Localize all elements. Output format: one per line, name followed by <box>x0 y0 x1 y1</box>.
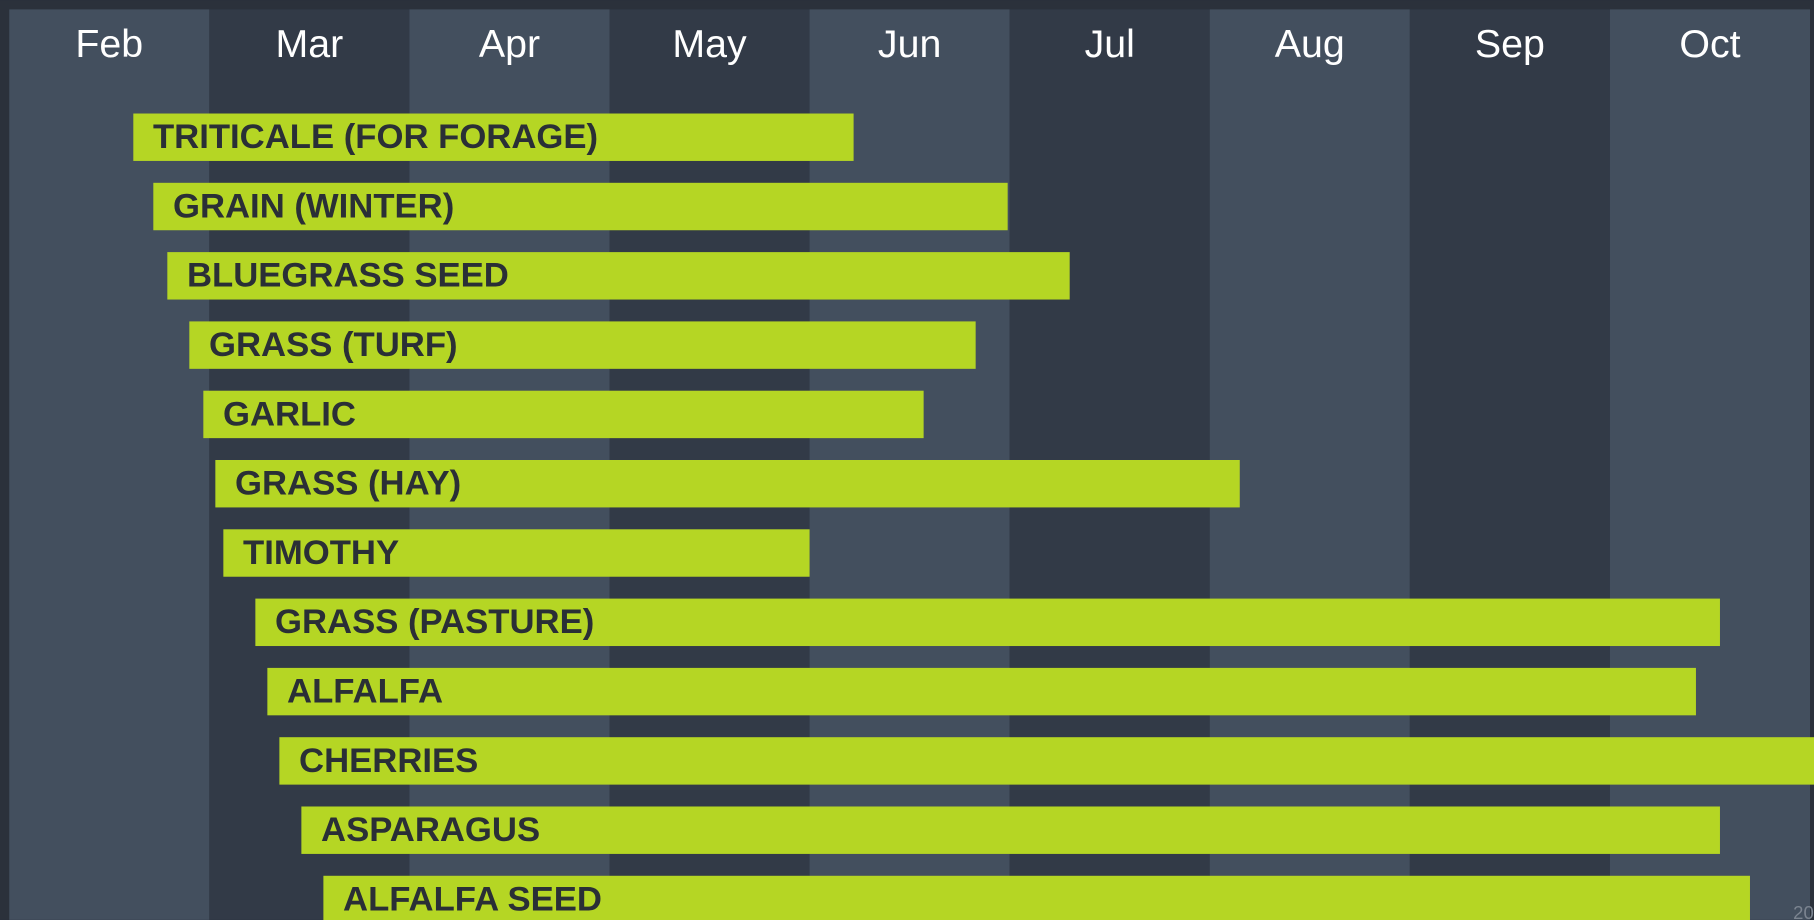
month-label: Aug <box>1275 22 1345 66</box>
month-label: May <box>672 22 747 66</box>
bar <box>167 252 1070 300</box>
bar-label: TRITICALE (FOR FORAGE) <box>153 118 598 156</box>
bar-label: GRASS (PASTURE) <box>275 603 594 641</box>
bar-label: BLUEGRASS SEED <box>187 257 509 295</box>
bar <box>301 806 1720 854</box>
bar-label: ALFALFA <box>287 673 443 711</box>
bar <box>279 737 1814 785</box>
bar <box>133 113 854 161</box>
month-label: Mar <box>276 22 344 66</box>
bar <box>255 598 1720 647</box>
month-label: Oct <box>1679 22 1740 66</box>
bar <box>153 182 1008 231</box>
bar-label: ALFALFA SEED <box>343 880 602 918</box>
bar-label: TIMOTHY <box>243 534 399 572</box>
bar <box>189 321 976 369</box>
month-label: Sep <box>1475 22 1545 66</box>
month-column <box>9 9 210 920</box>
bar <box>203 390 924 439</box>
bars: TRITICALE (FOR FORAGE) GRAIN (WINTER) BLUE… <box>133 113 1814 920</box>
bar-label: CHERRIES <box>299 742 478 780</box>
bar-label: GARLIC <box>223 395 356 433</box>
bar <box>223 529 810 577</box>
bar-label: GRASS (HAY) <box>235 465 461 503</box>
month-label: Jul <box>1085 22 1135 66</box>
bar <box>323 875 1750 920</box>
bar <box>267 667 1696 716</box>
bar-label: GRAIN (WINTER) <box>173 187 454 225</box>
month-label: Apr <box>479 22 540 66</box>
bar-label: GRASS (TURF) <box>209 326 458 364</box>
month-label: Feb <box>75 22 143 66</box>
month-label: Jun <box>878 22 941 66</box>
bar <box>215 460 1240 508</box>
page-number: 20 <box>1793 902 1814 920</box>
bar-label: ASPARAGUS <box>321 811 540 849</box>
